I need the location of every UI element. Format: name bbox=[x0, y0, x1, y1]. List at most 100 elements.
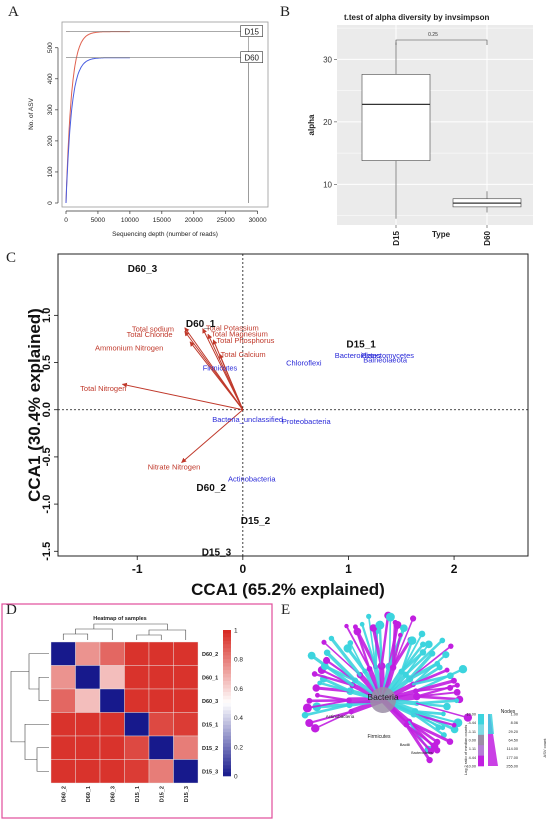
panel-c-x-axis-label: CCA1 (65.2% explained) bbox=[191, 580, 385, 599]
panel-d-title: Heatmap of samples bbox=[93, 616, 147, 622]
panel-d-row-label: D60_3 bbox=[202, 699, 218, 705]
panel-a-x-tick-label: 15000 bbox=[153, 217, 171, 224]
panel-e-node bbox=[312, 684, 319, 691]
panel-d-colorbar-segment bbox=[223, 736, 231, 740]
panel-a-y-tick-label: 300 bbox=[47, 104, 54, 115]
panel-e-node bbox=[354, 628, 362, 636]
panel-c-species-label-chloroflexi: Chloroflexi bbox=[286, 359, 322, 368]
panel-a-x-tick-label: 25000 bbox=[217, 217, 235, 224]
panel-d-cell bbox=[125, 642, 150, 666]
panel-e-node bbox=[315, 693, 320, 698]
panel-e-legend-color-segment bbox=[478, 735, 484, 746]
panel-e-legend-color-value: -10.00 bbox=[465, 713, 476, 717]
panel-d-colorbar-segment bbox=[223, 703, 231, 707]
panel-d-colorbar-segment bbox=[223, 696, 231, 700]
panel-e-legend-color-value: -4.44 bbox=[467, 721, 476, 725]
panel-a-x-tick-label: 10000 bbox=[121, 217, 139, 224]
panel-c-sample-label-d60-3: D60_3 bbox=[128, 264, 158, 275]
panel-e-node bbox=[452, 723, 457, 728]
panel-b-y-axis-label: alpha bbox=[307, 114, 316, 135]
panel-d-colorbar-segment bbox=[223, 663, 231, 667]
panel-d-cell bbox=[76, 713, 101, 737]
panel-e-branch bbox=[417, 696, 460, 699]
panel-d-colorbar-segment bbox=[223, 732, 231, 736]
panel-d-colorbar-segment bbox=[223, 685, 231, 689]
panel-e-node bbox=[448, 643, 453, 648]
panel-e-node bbox=[437, 664, 443, 670]
panel-d-row-label: D15_1 bbox=[202, 722, 218, 728]
panel-e-node bbox=[425, 640, 433, 648]
panel-d-colorbar: 00.20.40.60.81 bbox=[223, 628, 243, 781]
panel-c-species-label-bacteria-unclassified: Bacteria_unclassified bbox=[212, 415, 283, 424]
panel-d-cell bbox=[51, 642, 76, 666]
panel-b-x-tick-label: D15 bbox=[392, 230, 401, 245]
panel-d-colorbar-segment bbox=[223, 714, 231, 718]
panel-d-cell bbox=[51, 713, 76, 737]
panel-d-cell bbox=[125, 760, 150, 784]
panel-d-colorbar-segment bbox=[223, 648, 231, 652]
panel-e-node bbox=[393, 620, 398, 625]
panel-d-colorbar-segment bbox=[223, 761, 231, 765]
panel-d-colorbar-segment bbox=[223, 754, 231, 758]
panel-c-sample-label-d15-2: D15_2 bbox=[241, 516, 271, 527]
panel-c-sample-label-d15-3: D15_3 bbox=[202, 547, 232, 558]
panel-d-cell bbox=[51, 760, 76, 784]
panel-b-letter: B bbox=[280, 4, 290, 20]
panel-e-node bbox=[442, 651, 449, 658]
panel-e-node bbox=[408, 636, 417, 645]
panel-b-box bbox=[362, 74, 430, 160]
panel-d-row-dendrogram bbox=[39, 677, 49, 701]
panel-e-node bbox=[360, 622, 365, 627]
panel-e-legend-color-value: 0.00 bbox=[469, 739, 476, 743]
panel-d-col-label: D60_1 bbox=[86, 786, 92, 802]
panel-d-cell bbox=[174, 713, 199, 737]
panel-d-cell bbox=[100, 666, 125, 690]
panel-d-cell bbox=[174, 642, 199, 666]
panel-c-x-tick-label: 1 bbox=[345, 562, 352, 576]
panel-d-colorbar-segment bbox=[223, 692, 231, 696]
panel-e-node bbox=[445, 668, 450, 673]
panel-e-letter: E bbox=[281, 602, 290, 618]
panel-e-node bbox=[454, 698, 459, 703]
panel-e-legend-nodes-title: Nodes bbox=[501, 709, 516, 715]
panel-d-cell bbox=[125, 713, 150, 737]
panel-d-cell bbox=[149, 666, 174, 690]
panel-d-cell bbox=[76, 736, 101, 760]
panel-d-colorbar-segment bbox=[223, 772, 231, 776]
panel-e-node bbox=[398, 633, 402, 637]
panel-c-species-label-balneolaeota: Balneolaeota bbox=[363, 356, 408, 365]
panel-b-x-tick-label: D60 bbox=[483, 230, 492, 245]
panel-d-colorbar-segment bbox=[223, 729, 231, 733]
panel-d-row-label: D60_2 bbox=[202, 652, 218, 658]
panel-d-colorbar-segment bbox=[223, 659, 231, 663]
panel-e-node bbox=[429, 650, 435, 656]
panel-e: E Bacteria Actinobacteria Firmicutes Bac… bbox=[281, 602, 547, 775]
panel-d-heatmap-cells bbox=[51, 642, 198, 783]
panel-d-cell bbox=[149, 689, 174, 713]
panel-d-cell bbox=[100, 689, 125, 713]
panel-d-cell bbox=[51, 736, 76, 760]
panel-d-col-label: D60_2 bbox=[61, 786, 67, 802]
panel-e-node bbox=[454, 689, 461, 696]
panel-e-node bbox=[321, 640, 326, 645]
panel-c-species-label-proteobacteria: Proteobacteria bbox=[282, 417, 332, 426]
panel-d-colorbar-label: 0.8 bbox=[234, 657, 243, 664]
panel-d-colorbar-segment bbox=[223, 637, 231, 641]
panel-e-node bbox=[400, 624, 408, 632]
panel-d-row-dendrogram bbox=[37, 748, 49, 772]
panel-e-node bbox=[426, 757, 432, 763]
panel-a-x-tick-label: 20000 bbox=[185, 217, 203, 224]
panel-b-y-tick-label: 10 bbox=[323, 180, 332, 189]
panel-e-node bbox=[419, 631, 426, 638]
panel-a-curve-d60 bbox=[66, 58, 130, 203]
panel-e-root-label: Bacteria bbox=[367, 692, 398, 702]
panel-c-env-label-total-phosphorus: Total Phosphorus bbox=[216, 336, 274, 345]
panel-d-colorbar-segment bbox=[223, 699, 231, 703]
panel-d-col-label: D60_3 bbox=[110, 786, 116, 802]
panel-a-y-tick-label: 400 bbox=[47, 73, 54, 84]
panel-d-colorbar-segment bbox=[223, 674, 231, 678]
panel-d-cell bbox=[100, 736, 125, 760]
panel-c-env-label-total-nitrogen: Total Nitrogen bbox=[80, 384, 126, 393]
